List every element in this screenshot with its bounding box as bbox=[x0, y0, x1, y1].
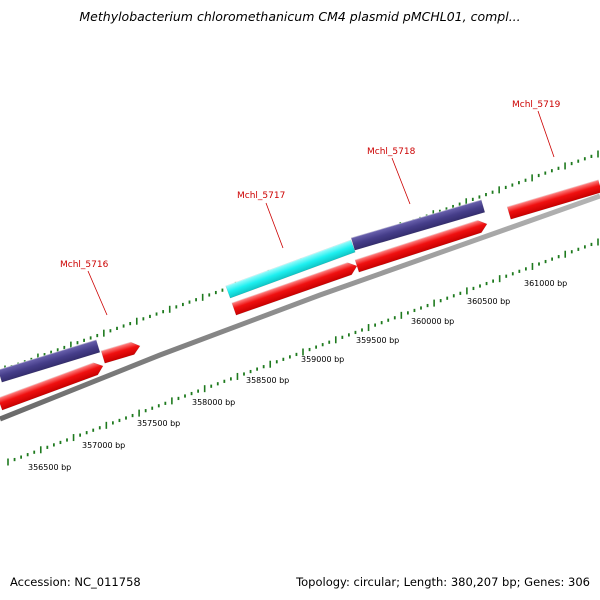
gene-label: Mchl_5718 bbox=[367, 147, 416, 157]
bar-body bbox=[100, 341, 141, 364]
gene-bar-forward bbox=[231, 261, 358, 316]
gene-bar-forward bbox=[100, 340, 141, 364]
lower-tick-row bbox=[7, 238, 599, 466]
gene-leader-line bbox=[265, 202, 284, 249]
bar-highlight bbox=[231, 261, 350, 304]
scale-label: 356500 bp bbox=[28, 463, 71, 472]
bar-body bbox=[506, 179, 600, 220]
scale-label: 359500 bp bbox=[356, 336, 399, 345]
bar-highlight bbox=[351, 199, 482, 239]
backbone-line bbox=[0, 193, 600, 422]
bar-body bbox=[350, 199, 486, 251]
bar-highlight bbox=[0, 361, 96, 399]
accession-text: Accession: NC_011758 bbox=[10, 575, 141, 589]
bar-body bbox=[0, 362, 104, 411]
gene-bar-forward bbox=[354, 219, 488, 273]
scale-label: 357000 bp bbox=[82, 441, 125, 450]
map-title: Methylobacterium chloromethanicum CM4 pl… bbox=[79, 9, 521, 24]
scale-label: 359000 bp bbox=[301, 355, 344, 364]
bar-highlight bbox=[225, 239, 351, 287]
scale-label: 358500 bp bbox=[246, 376, 289, 385]
bar-highlight bbox=[0, 339, 97, 371]
scale-label: 357500 bp bbox=[137, 419, 180, 428]
gene-leader-line bbox=[537, 110, 555, 158]
bar-body bbox=[354, 220, 488, 273]
gene-bar-forward bbox=[0, 361, 104, 411]
bar-highlight bbox=[506, 179, 599, 208]
gene-leader-line bbox=[87, 270, 108, 316]
gene-bar-highlight bbox=[225, 239, 356, 299]
scale-label: 358000 bp bbox=[192, 398, 235, 407]
scale-label: 361000 bp bbox=[524, 279, 567, 288]
gene-bar-reverse bbox=[350, 199, 486, 251]
bar-highlight bbox=[354, 219, 480, 261]
gene-label: Mchl_5716 bbox=[60, 260, 109, 270]
scale-label: 360000 bp bbox=[411, 317, 454, 326]
gene-label: Mchl_5719 bbox=[512, 100, 561, 110]
gene-bar-reverse bbox=[0, 339, 101, 383]
genome-summary: Topology: circular; Length: 380,207 bp; … bbox=[296, 575, 590, 589]
gene-leader-line bbox=[391, 157, 411, 205]
bar-body bbox=[225, 239, 356, 299]
gene-label: Mchl_5717 bbox=[237, 191, 285, 201]
bar-highlight bbox=[100, 340, 133, 352]
gene-bar-forward bbox=[506, 179, 600, 220]
bar-body bbox=[0, 339, 101, 383]
bar-body bbox=[231, 262, 358, 316]
scale-label: 360500 bp bbox=[467, 297, 510, 306]
